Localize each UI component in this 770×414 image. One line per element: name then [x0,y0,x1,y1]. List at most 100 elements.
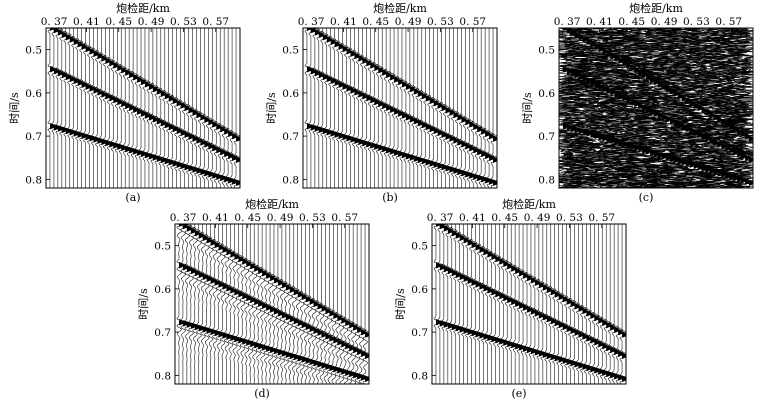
wiggle-trace [520,224,533,384]
wiggle-trace [564,224,577,384]
wiggle-trace [224,224,236,384]
event-lobe [105,57,111,64]
event-lobe [277,310,283,317]
y-tick-label: 0.5 [154,241,171,253]
y-tick-label: 0.8 [282,174,299,186]
event-lobe [451,269,457,277]
event-lobe [519,270,524,277]
event-lobe [491,253,497,260]
event-lobe [89,85,95,92]
event-lobe [441,163,447,171]
y-tick-label: 0.8 [538,174,555,186]
event-lobe [192,166,198,173]
wiggle-trace [142,28,155,188]
event-lobe [152,116,158,123]
event-lobe [141,150,146,158]
event-lobe [230,287,236,294]
event-lobe [459,273,465,280]
event-lobe [258,343,263,350]
event-lobe [461,116,467,123]
event-lobe [475,244,481,251]
event-lobe [73,77,79,84]
event-lobe [129,147,134,154]
panel-frame [45,27,241,189]
wiggle-trace [603,28,632,188]
event-lobe [473,173,478,180]
wiggle-trace [714,28,744,188]
event-lobe [125,102,130,110]
event-lobe [281,312,287,319]
event-lobe [357,326,362,334]
event-lobe [258,267,263,275]
y-tick-label: 0.5 [25,45,42,57]
event-lobe [317,329,323,336]
event-lobe [236,179,240,186]
event-lobe [421,157,427,165]
event-lobe [574,329,580,336]
event-lobe [473,146,478,154]
event-lobe [610,324,615,331]
event-lobe [481,175,486,183]
event-lobe [262,270,267,277]
event-lobe [358,55,364,62]
y-axis-title: 时间/s [521,92,534,124]
event-lobe [53,67,59,75]
x-tick-label: 0. 41 [330,16,357,28]
wiggle-trace [364,28,376,188]
event-lobe [273,308,279,315]
x-tick-label: 0. 45 [362,16,389,28]
event-lobe [405,114,411,121]
x-tick-label: 0. 57 [588,212,615,224]
event-lobe [566,298,572,305]
wiggle-trace [55,28,68,188]
wiggle-trace [328,28,341,188]
event-lobe [519,344,524,351]
wiggle-trace [411,28,424,188]
wiggle-trace [334,224,347,384]
event-lobe [489,133,494,140]
y-tick-label: 0.5 [282,45,299,57]
event-lobe [365,331,369,338]
wiggle-trace [346,224,359,384]
event-lobe [314,125,320,132]
event-lobe [435,319,441,326]
y-tick-label: 0.7 [282,131,299,143]
event-lobe [164,92,170,100]
event-lobe [322,127,328,135]
event-lobe [511,265,516,272]
wiggle-trace [493,224,505,384]
event-lobe [184,104,190,112]
event-lobe [382,102,387,110]
event-lobe [538,281,544,289]
event-lobe [281,350,287,357]
event-lobe [445,165,451,172]
event-lobe [200,114,206,121]
panel-frame [174,223,370,385]
event-lobe [85,83,91,90]
event-lobe [481,150,486,158]
wiggle-trace [431,28,444,188]
event-lobe [297,319,303,327]
event-lobe [314,69,320,77]
wiggle-trace [336,28,349,188]
x-axis-title: 炮检距/km [116,1,170,15]
event-lobe [495,337,501,344]
event-lobe [218,281,224,288]
event-lobe [386,71,391,79]
event-lobe [530,277,536,284]
wiggle-trace [354,224,367,384]
event-lobe [273,277,279,284]
event-lobe [326,36,332,43]
event-lobe [401,151,407,159]
event-lobe [749,156,753,163]
event-lobe [441,104,447,112]
event-lobe [606,370,611,378]
event-lobe [437,102,443,109]
event-lobe [329,335,335,342]
wiggle-trace [486,28,497,188]
wiggle-trace [453,224,466,384]
event-lobe [558,356,564,363]
event-lobe [394,76,399,83]
event-lobe [538,350,544,357]
event-lobe [194,269,200,277]
